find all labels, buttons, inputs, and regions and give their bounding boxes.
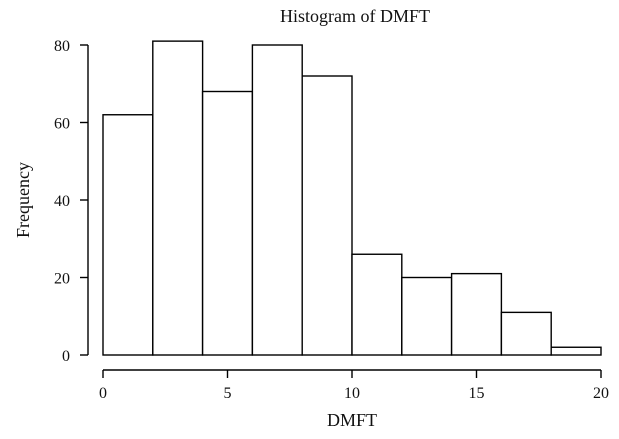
histogram-bar-18-20 xyxy=(550,346,602,356)
x-axis-label: DMFT xyxy=(327,410,377,430)
histogram-bar-8-10 xyxy=(301,75,353,356)
y-axis-label: Frequency xyxy=(13,162,33,238)
histogram-bar-4-6 xyxy=(201,90,254,356)
x-tick-label-0: 0 xyxy=(99,385,107,402)
x-tick-label-20: 20 xyxy=(593,385,609,402)
y-axis: 0 20 40 60 80 xyxy=(54,38,89,365)
x-axis: 0 5 10 15 20 xyxy=(99,369,609,402)
histogram-bar-2-4 xyxy=(152,40,204,356)
chart-title: Histogram of DMFT xyxy=(280,6,430,26)
x-tick-label-15: 15 xyxy=(469,385,485,402)
x-tick-label-10: 10 xyxy=(344,385,360,402)
histogram-bar-6-8 xyxy=(251,44,303,356)
y-tick-label-80: 80 xyxy=(54,38,70,55)
histogram-bar-16-18 xyxy=(500,311,552,356)
y-tick-label-40: 40 xyxy=(54,193,70,210)
histogram-bar-12-14 xyxy=(401,276,453,356)
y-tick-label-20: 20 xyxy=(54,271,70,288)
histogram-bars xyxy=(102,40,602,356)
x-tick-label-5: 5 xyxy=(224,385,232,402)
y-tick-label-0: 0 xyxy=(62,348,70,365)
histogram-bar-14-16 xyxy=(450,272,503,356)
histogram-bar-0-2 xyxy=(102,114,154,356)
y-tick-label-60: 60 xyxy=(54,116,70,133)
histogram-bar-10-12 xyxy=(351,253,403,356)
